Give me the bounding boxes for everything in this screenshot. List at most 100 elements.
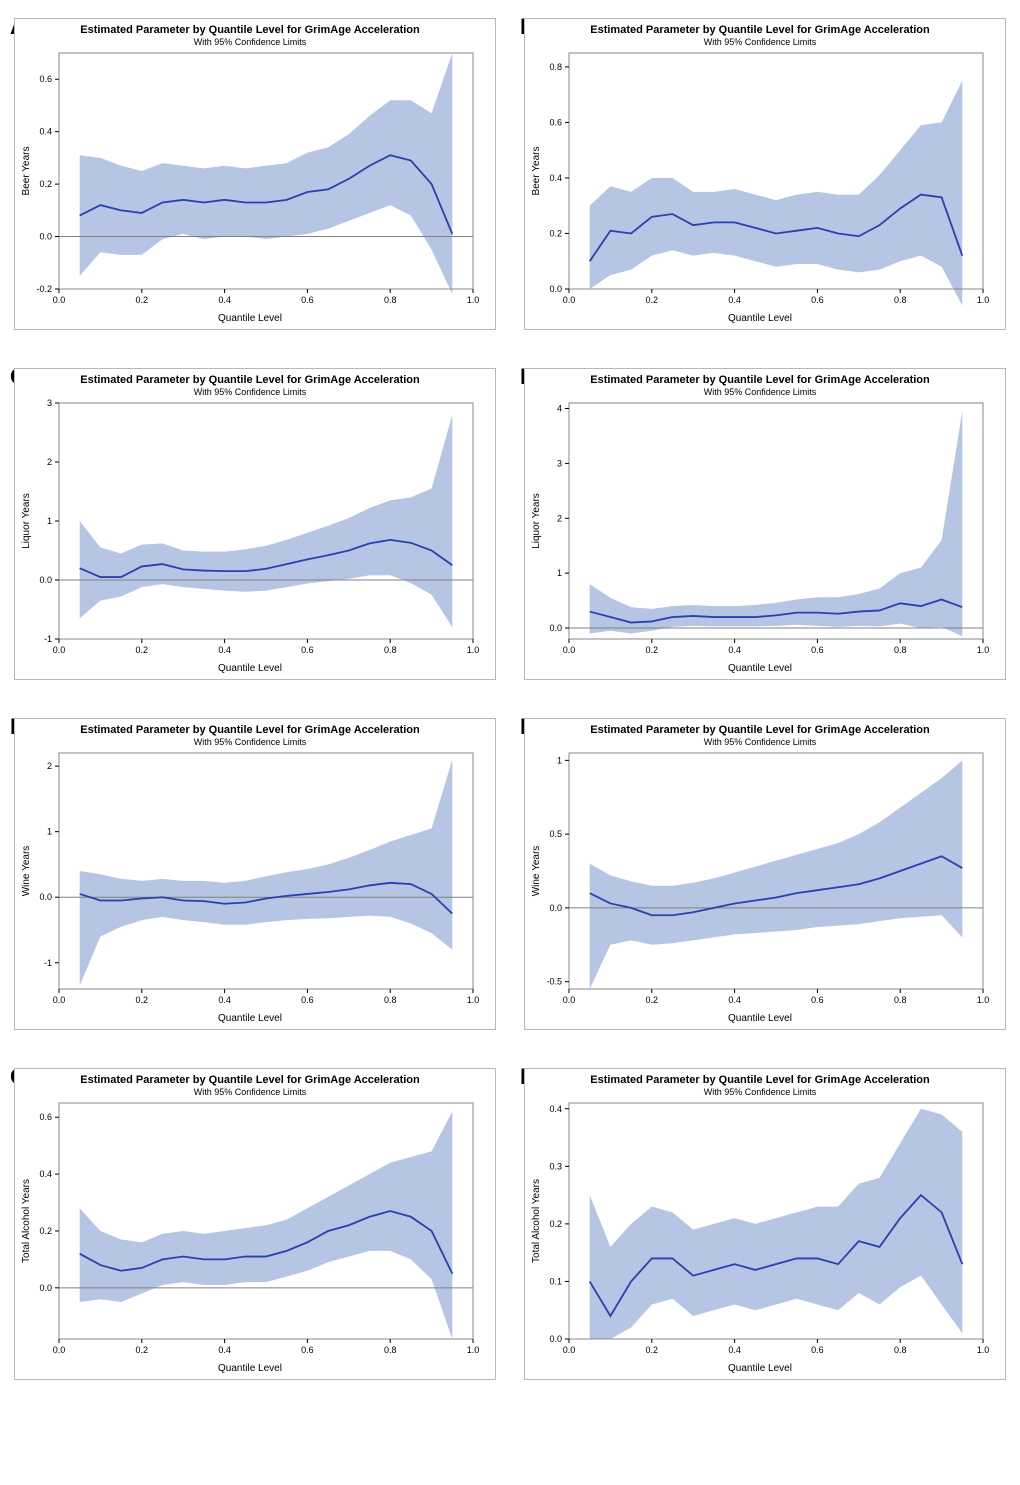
- svg-text:0.6: 0.6: [301, 1345, 314, 1355]
- chart-title: Estimated Parameter by Quantile Level fo…: [80, 374, 420, 386]
- y-axis-label: Liquor Years: [531, 493, 542, 549]
- svg-text:0.4: 0.4: [728, 295, 741, 305]
- svg-text:1.0: 1.0: [977, 645, 990, 655]
- chart-title: Estimated Parameter by Quantile Level fo…: [590, 374, 930, 386]
- chart-subtitle: With 95% Confidence Limits: [704, 37, 817, 47]
- svg-text:0.2: 0.2: [646, 645, 659, 655]
- chart-svg: Estimated Parameter by Quantile Level fo…: [15, 719, 485, 1029]
- svg-text:0.2: 0.2: [39, 179, 52, 189]
- svg-text:4: 4: [557, 403, 562, 413]
- svg-text:-0.5: -0.5: [546, 977, 562, 987]
- x-axis-label: Quantile Level: [218, 663, 282, 674]
- svg-text:0.8: 0.8: [894, 295, 907, 305]
- x-axis-label: Quantile Level: [218, 1363, 282, 1374]
- svg-text:0.0: 0.0: [53, 1345, 66, 1355]
- chart-title: Estimated Parameter by Quantile Level fo…: [80, 724, 420, 736]
- svg-text:1: 1: [557, 568, 562, 578]
- y-axis-label: Wine Years: [21, 846, 32, 897]
- svg-text:0.6: 0.6: [549, 117, 562, 127]
- svg-text:0.4: 0.4: [39, 1169, 52, 1179]
- x-axis-label: Quantile Level: [728, 1013, 792, 1024]
- x-axis-label: Quantile Level: [218, 313, 282, 324]
- svg-text:0.6: 0.6: [301, 645, 314, 655]
- svg-text:2: 2: [47, 457, 52, 467]
- chart-subtitle: With 95% Confidence Limits: [194, 1087, 307, 1097]
- chart-svg: Estimated Parameter by Quantile Level fo…: [525, 19, 995, 329]
- svg-text:0.8: 0.8: [894, 1345, 907, 1355]
- chart-frame: Estimated Parameter by Quantile Level fo…: [14, 1068, 496, 1380]
- svg-text:-1: -1: [44, 634, 52, 644]
- svg-text:0.3: 0.3: [549, 1161, 562, 1171]
- chart-title: Estimated Parameter by Quantile Level fo…: [590, 724, 930, 736]
- svg-text:0.4: 0.4: [549, 173, 562, 183]
- svg-text:0.0: 0.0: [549, 1334, 562, 1344]
- svg-text:0.0: 0.0: [563, 995, 576, 1005]
- x-axis-label: Quantile Level: [728, 313, 792, 324]
- chart-frame: Estimated Parameter by Quantile Level fo…: [14, 718, 496, 1030]
- x-axis-label: Quantile Level: [728, 1363, 792, 1374]
- chart-panel-H: H Estimated Parameter by Quantile Level …: [524, 1068, 1006, 1380]
- y-axis-label: Liquor Years: [21, 493, 32, 549]
- svg-text:2: 2: [47, 761, 52, 771]
- svg-text:0.2: 0.2: [549, 228, 562, 238]
- chart-subtitle: With 95% Confidence Limits: [704, 737, 817, 747]
- svg-text:0.6: 0.6: [811, 645, 824, 655]
- svg-text:0.4: 0.4: [728, 1345, 741, 1355]
- svg-text:0.4: 0.4: [218, 995, 231, 1005]
- chart-panel-F: F Estimated Parameter by Quantile Level …: [524, 718, 1006, 1030]
- svg-text:3: 3: [47, 398, 52, 408]
- svg-text:0.2: 0.2: [39, 1226, 52, 1236]
- svg-text:0.8: 0.8: [894, 995, 907, 1005]
- chart-svg: Estimated Parameter by Quantile Level fo…: [15, 19, 485, 329]
- chart-panel-G: G Estimated Parameter by Quantile Level …: [14, 1068, 496, 1380]
- chart-panel-A: A Estimated Parameter by Quantile Level …: [14, 18, 496, 330]
- svg-text:0.0: 0.0: [563, 645, 576, 655]
- chart-frame: Estimated Parameter by Quantile Level fo…: [524, 718, 1006, 1030]
- chart-panel-C: C Estimated Parameter by Quantile Level …: [14, 368, 496, 680]
- svg-text:0.0: 0.0: [549, 284, 562, 294]
- chart-subtitle: With 95% Confidence Limits: [194, 387, 307, 397]
- x-axis-label: Quantile Level: [728, 663, 792, 674]
- svg-text:0.4: 0.4: [728, 645, 741, 655]
- svg-text:0.4: 0.4: [549, 1104, 562, 1114]
- svg-text:0.2: 0.2: [136, 645, 149, 655]
- svg-text:-1: -1: [44, 958, 52, 968]
- svg-text:0.6: 0.6: [811, 995, 824, 1005]
- svg-text:0.2: 0.2: [646, 995, 659, 1005]
- svg-text:0.2: 0.2: [549, 1219, 562, 1229]
- svg-text:0.8: 0.8: [384, 995, 397, 1005]
- chart-frame: Estimated Parameter by Quantile Level fo…: [524, 368, 1006, 680]
- y-axis-label: Beer Years: [531, 147, 542, 196]
- svg-text:0.1: 0.1: [549, 1276, 562, 1286]
- chart-frame: Estimated Parameter by Quantile Level fo…: [524, 1068, 1006, 1380]
- svg-text:0.0: 0.0: [53, 645, 66, 655]
- svg-text:1.0: 1.0: [467, 995, 480, 1005]
- svg-text:1: 1: [47, 516, 52, 526]
- svg-text:0.8: 0.8: [894, 645, 907, 655]
- y-axis-label: Total Alcohol Years: [21, 1179, 32, 1263]
- svg-text:0.4: 0.4: [218, 295, 231, 305]
- chart-svg: Estimated Parameter by Quantile Level fo…: [525, 719, 995, 1029]
- chart-subtitle: With 95% Confidence Limits: [704, 387, 817, 397]
- svg-text:0.6: 0.6: [39, 1112, 52, 1122]
- svg-text:0.5: 0.5: [549, 829, 562, 839]
- svg-text:1.0: 1.0: [977, 295, 990, 305]
- svg-text:0.2: 0.2: [646, 295, 659, 305]
- chart-title: Estimated Parameter by Quantile Level fo…: [590, 1074, 930, 1086]
- svg-text:0.6: 0.6: [811, 295, 824, 305]
- svg-text:1: 1: [47, 827, 52, 837]
- y-axis-label: Wine Years: [531, 846, 542, 897]
- panel-grid: A Estimated Parameter by Quantile Level …: [14, 18, 1006, 1380]
- svg-text:0.8: 0.8: [384, 295, 397, 305]
- svg-text:0.2: 0.2: [646, 1345, 659, 1355]
- svg-text:0.0: 0.0: [39, 1283, 52, 1293]
- chart-subtitle: With 95% Confidence Limits: [704, 1087, 817, 1097]
- svg-text:0.0: 0.0: [53, 995, 66, 1005]
- svg-text:0.6: 0.6: [811, 1345, 824, 1355]
- svg-text:2: 2: [557, 513, 562, 523]
- svg-text:1.0: 1.0: [467, 645, 480, 655]
- chart-title: Estimated Parameter by Quantile Level fo…: [590, 24, 930, 36]
- chart-frame: Estimated Parameter by Quantile Level fo…: [524, 18, 1006, 330]
- svg-text:0.4: 0.4: [39, 127, 52, 137]
- svg-text:0.0: 0.0: [39, 232, 52, 242]
